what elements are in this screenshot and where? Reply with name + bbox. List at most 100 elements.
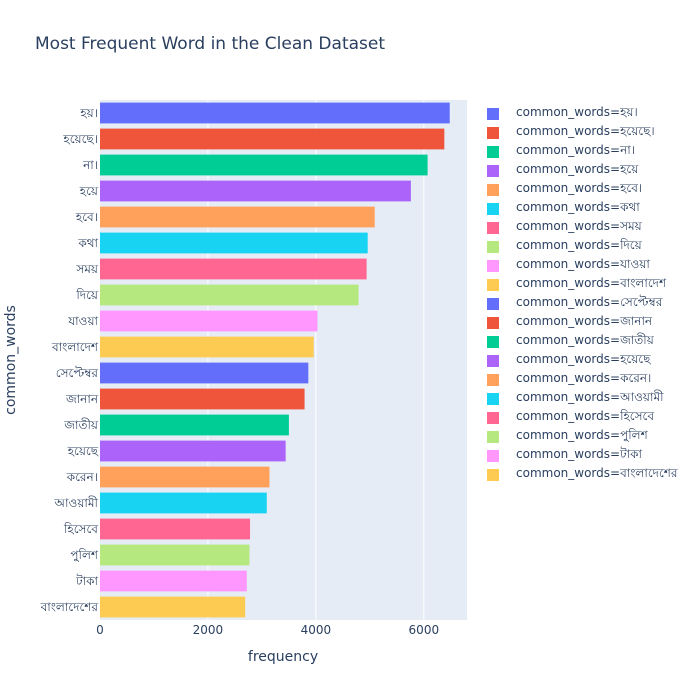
y-tick-label: জাতীয়: [63, 418, 99, 432]
legend-item[interactable]: common_words=জানান: [487, 313, 677, 332]
legend-swatch: [487, 373, 499, 386]
bar[interactable]: [100, 128, 445, 150]
plot-background: [100, 100, 467, 620]
legend-item[interactable]: common_words=সেপ্টেম্বর: [487, 294, 677, 313]
x-tick-label: 6000: [409, 623, 440, 637]
legend-swatch: [487, 202, 499, 215]
legend-swatch: [487, 164, 499, 177]
legend-swatch: [487, 411, 499, 424]
y-tick-labels: হয়। হয়েছে। না। হয়ে হবে। কথা সময় দিয়ে যাওয়া…: [40, 106, 99, 614]
x-tick-label: 0: [96, 623, 104, 637]
y-tick-label: আওয়ামী: [54, 496, 99, 510]
legend-item[interactable]: common_words=যাওয়া: [487, 256, 677, 275]
legend-swatch: [487, 354, 499, 367]
legend-swatch: [487, 468, 499, 481]
bar[interactable]: [100, 206, 375, 228]
y-tick-label: সেপ্টেম্বর: [56, 366, 99, 380]
bar[interactable]: [100, 492, 267, 514]
legend-label: common_words=কথা: [516, 199, 640, 214]
legend-swatch: [487, 316, 499, 329]
legend-swatch: [487, 259, 499, 272]
legend-item[interactable]: common_words=হয়েছে: [487, 351, 677, 370]
legend-item[interactable]: common_words=হবে।: [487, 180, 677, 199]
y-tick-label: বাংলাদেশের: [40, 600, 99, 614]
y-tick-label: টাকা: [75, 574, 98, 588]
y-tick-label: না।: [82, 158, 98, 172]
legend-swatch: [487, 430, 499, 443]
legend-label: common_words=হয়।: [516, 104, 638, 119]
legend-swatch: [487, 221, 499, 234]
bar[interactable]: [100, 466, 270, 488]
y-tick-label: কথা: [77, 236, 98, 250]
legend-swatch: [487, 335, 499, 348]
legend-item[interactable]: common_words=হিসেবে: [487, 408, 677, 427]
bar[interactable]: [100, 310, 318, 332]
bar[interactable]: [100, 570, 247, 592]
y-tick-label: যাওয়া: [67, 314, 98, 328]
bar[interactable]: [100, 544, 250, 566]
legend-label: common_words=পুলিশ: [516, 427, 648, 442]
legend-swatch: [487, 392, 499, 405]
y-tick-label: হিসেবে: [63, 522, 98, 536]
bar[interactable]: [100, 362, 309, 384]
legend-item[interactable]: common_words=জাতীয়: [487, 332, 677, 351]
y-tick-label: হয়েছে।: [62, 132, 98, 146]
legend-item[interactable]: common_words=টাকা: [487, 446, 677, 465]
bar[interactable]: [100, 102, 450, 124]
y-tick-label: বাংলাদেশ: [51, 340, 99, 354]
legend-item[interactable]: common_words=দিয়ে: [487, 237, 677, 256]
bar[interactable]: [100, 154, 428, 176]
bar[interactable]: [100, 388, 305, 410]
x-tick-label: 4000: [301, 623, 332, 637]
legend-label: common_words=হয়েছে।: [516, 123, 655, 138]
legend-label: common_words=করেন।: [516, 370, 652, 385]
y-tick-label: সময়: [75, 262, 99, 276]
legend-label: common_words=টাকা: [516, 446, 642, 461]
legend-swatch: [487, 107, 499, 120]
bar[interactable]: [100, 596, 246, 618]
legend-swatch: [487, 126, 499, 139]
bar[interactable]: [100, 414, 289, 436]
legend-item[interactable]: common_words=বাংলাদেশ: [487, 275, 677, 294]
legend-item[interactable]: common_words=করেন।: [487, 370, 677, 389]
legend-item[interactable]: common_words=না।: [487, 142, 677, 161]
legend-item[interactable]: common_words=কথা: [487, 199, 677, 218]
bar[interactable]: [100, 440, 286, 462]
legend-label: common_words=হয়েছে: [516, 351, 651, 366]
legend-item[interactable]: common_words=সময়: [487, 218, 677, 237]
bar[interactable]: [100, 232, 368, 254]
y-tick-label: হয়েছে: [67, 444, 99, 458]
y-tick-label: হয়।: [79, 106, 98, 120]
legend-label: common_words=বাংলাদেশের: [516, 465, 678, 480]
y-tick-label: দিয়ে: [75, 288, 99, 302]
bar[interactable]: [100, 336, 314, 358]
legend-label: common_words=দিয়ে: [516, 237, 642, 252]
bar[interactable]: [100, 258, 367, 280]
legend-swatch: [487, 145, 499, 158]
legend-item[interactable]: common_words=আওয়ামী: [487, 389, 677, 408]
legend-label: common_words=হিসেবে: [516, 408, 655, 423]
bar[interactable]: [100, 180, 411, 202]
legend-item[interactable]: common_words=পুলিশ: [487, 427, 677, 446]
legend-swatch: [487, 240, 499, 253]
bars: [100, 102, 450, 618]
bar[interactable]: [100, 284, 359, 306]
legend-label: common_words=জাতীয়: [516, 332, 654, 347]
legend-swatch: [487, 183, 499, 196]
legend-label: common_words=আওয়ামী: [516, 389, 664, 404]
legend-item[interactable]: common_words=হয়েছে।: [487, 123, 677, 142]
legend-item[interactable]: common_words=বাংলাদেশের: [487, 465, 677, 484]
bar[interactable]: [100, 518, 251, 540]
legend-swatch: [487, 297, 499, 310]
legend-item[interactable]: common_words=হয়ে: [487, 161, 677, 180]
y-tick-label: জানান: [65, 392, 99, 406]
legend-label: common_words=জানান: [516, 313, 653, 328]
legend-label: common_words=সময়: [516, 218, 642, 233]
chart-title: Most Frequent Word in the Clean Dataset: [35, 34, 386, 54]
legend-item[interactable]: common_words=হয়।: [487, 104, 677, 123]
legend-label: common_words=যাওয়া: [516, 256, 650, 271]
y-tick-label: করেন।: [66, 470, 98, 484]
legend: common_words=হয়। common_words=হয়েছে।com…: [487, 104, 677, 484]
y-tick-label: হবে।: [75, 210, 98, 224]
